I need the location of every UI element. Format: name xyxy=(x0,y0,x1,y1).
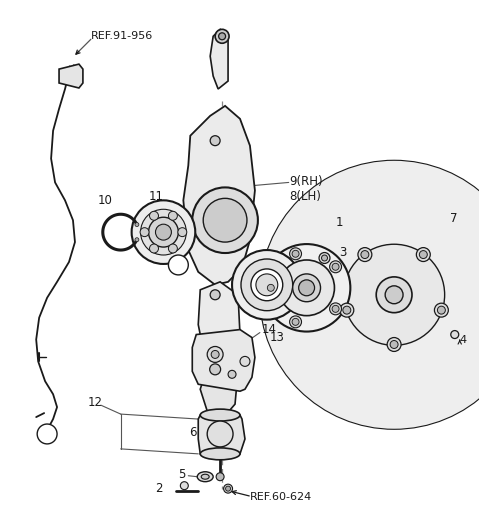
Circle shape xyxy=(132,200,195,264)
Circle shape xyxy=(210,364,221,375)
Ellipse shape xyxy=(200,448,240,460)
Text: 3: 3 xyxy=(339,246,347,259)
Ellipse shape xyxy=(201,474,209,479)
Text: 5: 5 xyxy=(178,468,185,481)
Circle shape xyxy=(211,351,219,358)
Ellipse shape xyxy=(251,269,283,301)
Circle shape xyxy=(192,188,258,253)
Circle shape xyxy=(319,252,330,264)
Circle shape xyxy=(451,331,459,339)
Text: 12: 12 xyxy=(88,396,103,409)
Circle shape xyxy=(135,223,139,227)
Polygon shape xyxy=(210,29,228,89)
Circle shape xyxy=(226,486,230,491)
Polygon shape xyxy=(183,106,255,285)
Polygon shape xyxy=(198,282,240,377)
Circle shape xyxy=(330,261,342,273)
Ellipse shape xyxy=(256,274,278,296)
Ellipse shape xyxy=(316,212,480,377)
Ellipse shape xyxy=(376,277,412,313)
Circle shape xyxy=(207,346,223,362)
Ellipse shape xyxy=(260,160,480,429)
Circle shape xyxy=(240,356,250,366)
Text: 13: 13 xyxy=(270,331,285,344)
Circle shape xyxy=(203,198,247,242)
Circle shape xyxy=(416,248,430,262)
Text: REF.60-624: REF.60-624 xyxy=(250,491,312,502)
Text: 14: 14 xyxy=(262,323,277,336)
Circle shape xyxy=(150,244,158,253)
Ellipse shape xyxy=(318,212,480,377)
Text: 4: 4 xyxy=(460,335,467,344)
Ellipse shape xyxy=(293,274,321,302)
Ellipse shape xyxy=(313,212,478,377)
Ellipse shape xyxy=(200,409,240,421)
Circle shape xyxy=(322,255,327,261)
Text: REF.91-956: REF.91-956 xyxy=(91,31,153,41)
Circle shape xyxy=(210,136,220,145)
Circle shape xyxy=(215,29,229,43)
Ellipse shape xyxy=(385,286,403,304)
Circle shape xyxy=(437,306,445,314)
Circle shape xyxy=(180,482,188,490)
Ellipse shape xyxy=(314,212,480,377)
Polygon shape xyxy=(200,355,238,419)
Text: 9(RH)
8(LH): 9(RH) 8(LH) xyxy=(290,175,324,204)
Circle shape xyxy=(141,209,186,255)
Circle shape xyxy=(156,224,171,240)
Circle shape xyxy=(224,484,232,493)
Ellipse shape xyxy=(312,213,476,376)
Text: A: A xyxy=(175,260,182,270)
Circle shape xyxy=(148,217,179,247)
Circle shape xyxy=(343,306,351,314)
Circle shape xyxy=(292,250,299,258)
Circle shape xyxy=(168,244,178,253)
Circle shape xyxy=(228,371,236,378)
Text: 6: 6 xyxy=(189,427,196,439)
Circle shape xyxy=(168,211,178,221)
Ellipse shape xyxy=(207,421,233,447)
Circle shape xyxy=(135,237,139,242)
Polygon shape xyxy=(192,329,255,391)
Ellipse shape xyxy=(241,259,293,310)
Circle shape xyxy=(289,248,301,260)
Ellipse shape xyxy=(232,250,301,320)
Ellipse shape xyxy=(263,244,350,332)
Circle shape xyxy=(361,251,369,259)
Ellipse shape xyxy=(312,212,477,377)
Circle shape xyxy=(37,424,57,444)
Circle shape xyxy=(168,255,188,275)
Circle shape xyxy=(218,33,226,40)
Circle shape xyxy=(150,211,158,221)
Circle shape xyxy=(267,284,274,291)
Polygon shape xyxy=(198,415,245,454)
Circle shape xyxy=(332,305,339,313)
Circle shape xyxy=(390,340,398,348)
Circle shape xyxy=(387,338,401,352)
Circle shape xyxy=(340,303,354,317)
Circle shape xyxy=(216,473,224,481)
Polygon shape xyxy=(59,64,83,88)
Circle shape xyxy=(289,316,301,328)
Text: A: A xyxy=(44,429,51,439)
Ellipse shape xyxy=(344,244,444,345)
Circle shape xyxy=(420,251,427,259)
Circle shape xyxy=(265,282,277,294)
Circle shape xyxy=(330,303,342,315)
Ellipse shape xyxy=(279,260,335,316)
Ellipse shape xyxy=(197,472,213,482)
Circle shape xyxy=(292,318,299,325)
Circle shape xyxy=(178,228,187,236)
Text: 10: 10 xyxy=(98,194,113,207)
Ellipse shape xyxy=(299,280,314,296)
Text: 1: 1 xyxy=(336,216,343,229)
Circle shape xyxy=(210,290,220,300)
Circle shape xyxy=(140,228,149,236)
Text: 7: 7 xyxy=(450,212,457,225)
Circle shape xyxy=(358,248,372,262)
Circle shape xyxy=(434,303,448,317)
Text: 2: 2 xyxy=(156,482,163,495)
Text: 11: 11 xyxy=(148,190,164,203)
Circle shape xyxy=(332,263,339,270)
